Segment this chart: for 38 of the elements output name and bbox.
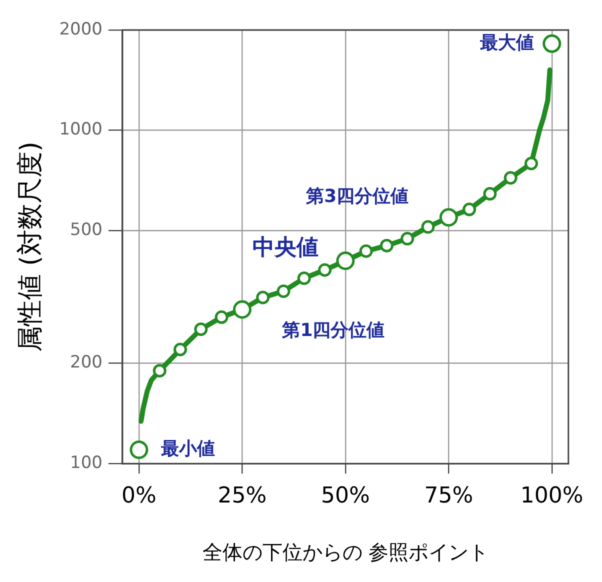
annotation: 中央値 [252, 236, 318, 261]
y-tick-label: 2000 [59, 19, 102, 40]
point [174, 342, 188, 356]
point [336, 252, 355, 270]
point [232, 300, 252, 319]
annotation: 第1四分位値 [281, 320, 385, 342]
point [400, 232, 414, 246]
point [359, 244, 373, 258]
point [214, 310, 228, 324]
point [483, 187, 497, 201]
point [421, 220, 435, 234]
y-tick-label: 200 [70, 352, 102, 373]
annotation: 第3四分位値 [305, 186, 409, 208]
x-tick-label: 25% [218, 484, 267, 509]
point [297, 271, 311, 285]
x-tick-label: 0% [122, 484, 156, 509]
point [152, 364, 166, 378]
point [462, 202, 476, 216]
point [524, 156, 538, 170]
annotation: 最大値 [478, 32, 534, 54]
point [318, 263, 332, 277]
x-tick-label: 75% [424, 484, 474, 509]
point [439, 208, 458, 227]
x-tick-label: 50% [320, 484, 370, 509]
x-axis-title: 全体の下位からの 参照ポイント [202, 540, 489, 564]
y-tick-label: 100 [70, 453, 102, 474]
x-tick-label: 100% [520, 484, 584, 509]
point [194, 322, 208, 336]
y-tick-label: 1000 [59, 120, 102, 140]
y-tick-label: 500 [70, 220, 102, 240]
point [276, 284, 290, 298]
point [542, 34, 562, 53]
annotation: 最小値 [160, 438, 215, 460]
y-axis-title: 属性値 (対数尺度) [15, 142, 46, 352]
point [256, 290, 270, 304]
point [380, 238, 394, 252]
point [130, 440, 148, 460]
point [504, 171, 518, 185]
